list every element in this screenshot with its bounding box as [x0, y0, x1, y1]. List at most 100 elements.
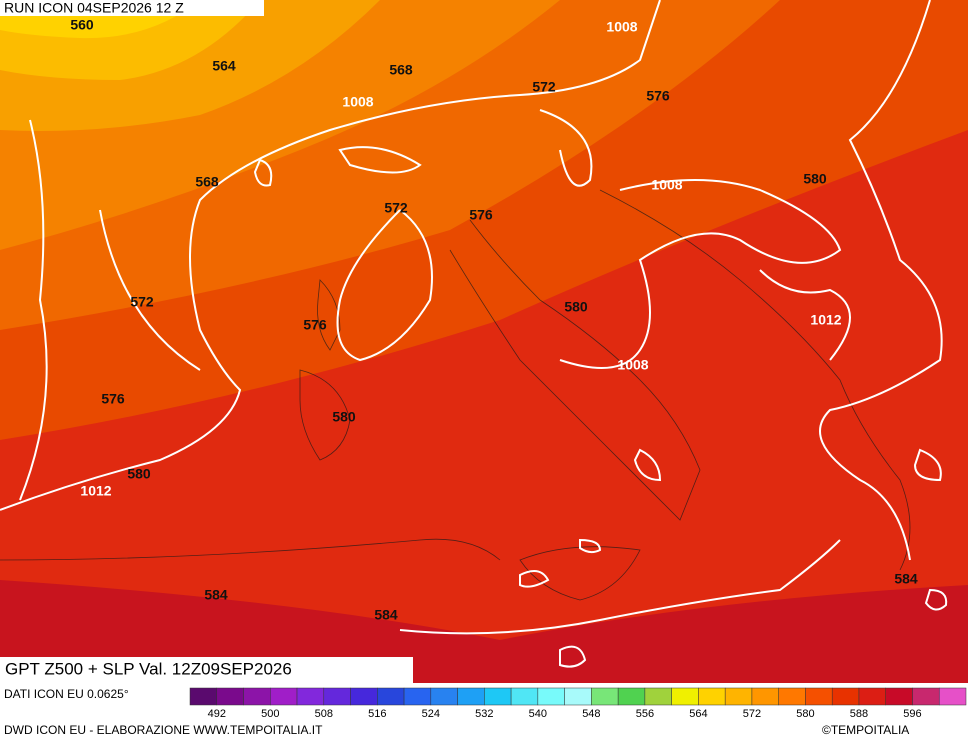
colorbar-swatch — [912, 687, 940, 706]
colorbar-swatch — [243, 687, 271, 706]
isobar — [559, 645, 587, 668]
isobars — [0, 0, 948, 668]
colorbar-tick-label: 516 — [368, 708, 386, 720]
contour-label: 568 — [195, 174, 219, 190]
colorbar-tick-label: 556 — [636, 708, 654, 720]
colorbar-swatch — [724, 687, 753, 706]
contour-label: 572 — [384, 200, 408, 216]
credit-label: DWD ICON EU - ELABORAZIONE WWW.TEMPOITAL… — [4, 723, 323, 737]
source-label: DATI ICON EU 0.0625° — [4, 687, 129, 701]
contour-label: 1008 — [342, 94, 373, 110]
contour-label: 584 — [374, 607, 398, 623]
colorbar-swatch — [698, 687, 726, 706]
contour-label: 576 — [303, 317, 327, 333]
contour-label: 1008 — [606, 19, 637, 35]
colorbar-swatch — [805, 687, 833, 706]
contour-label: 560 — [70, 17, 94, 33]
colorbar-swatch — [858, 687, 886, 706]
colorbar-tick-label: 588 — [850, 708, 868, 720]
run-box — [0, 0, 264, 16]
colorbar-swatch — [778, 687, 806, 706]
colorbar-tick-label: 532 — [475, 708, 493, 720]
contour-label: 576 — [101, 391, 125, 407]
contour-label: 584 — [204, 587, 228, 603]
colorbar-swatch — [617, 687, 646, 706]
contour-label: 564 — [212, 58, 236, 74]
title-box — [0, 657, 413, 683]
colorbar-tick-label: 564 — [689, 708, 707, 720]
isobar — [559, 179, 842, 369]
isobar — [924, 588, 948, 611]
colorbar-swatch — [510, 687, 539, 706]
colorbar-tick-label: 508 — [315, 708, 333, 720]
isobar — [19, 119, 48, 501]
colorbar-tick-label: 492 — [208, 708, 226, 720]
colorbar-swatch — [831, 687, 860, 706]
isobar — [336, 209, 433, 362]
isobar — [579, 538, 602, 554]
colorbar-swatch — [296, 687, 325, 706]
coast — [599, 189, 911, 571]
isobar — [819, 0, 943, 561]
colorbar-swatch — [484, 687, 512, 706]
colorbar-swatch — [591, 687, 619, 706]
colorbar-tick-label: 572 — [743, 708, 761, 720]
colorbar-swatch — [323, 687, 351, 706]
coast — [449, 219, 701, 521]
colorbar-swatch — [216, 687, 244, 706]
contour-label: 576 — [469, 207, 493, 223]
colorbar-tick-label: 580 — [796, 708, 814, 720]
isobar — [399, 539, 841, 635]
coast — [299, 369, 351, 461]
contour-label: 568 — [389, 62, 413, 78]
colorbar-swatch — [644, 687, 672, 706]
colorbar-swatch — [350, 687, 378, 706]
contour-label: 1012 — [80, 483, 111, 499]
colorbar: 492 500 508 516 524 532 540 548 556 564 572 580 588 5… — [189, 687, 967, 720]
height-bands — [0, 0, 968, 683]
coast — [519, 546, 641, 601]
contour-label: 1008 — [617, 357, 648, 373]
colorbar-tick-label: 596 — [903, 708, 921, 720]
map-title: GPT Z500 + SLP Val. 12Z09SEP2026 — [5, 659, 292, 678]
colorbar-tick-label: 524 — [422, 708, 440, 720]
contour-label: 576 — [646, 88, 670, 104]
colorbar-tick-label: 500 — [261, 708, 279, 720]
isobar — [99, 209, 201, 371]
colorbar-swatch — [564, 687, 592, 706]
contour-label: 580 — [564, 299, 588, 315]
colorbar-swatch — [537, 687, 565, 706]
colorbar-swatch — [403, 687, 432, 706]
colorbar-swatch — [938, 687, 967, 706]
isobar — [253, 158, 273, 187]
colorbar-swatch — [377, 687, 405, 706]
contour-label: 584 — [894, 571, 918, 587]
contour-label: 580 — [803, 171, 827, 187]
colorbar-swatch — [270, 687, 298, 706]
copyright-label: ©TEMPOITALIA — [822, 723, 909, 737]
colorbar-swatch — [671, 687, 699, 706]
colorbar-tick-label: 548 — [582, 708, 600, 720]
colorbar-swatch — [885, 687, 913, 706]
run-label: RUN ICON 04SEP2026 12 Z — [4, 0, 184, 16]
isobar — [539, 109, 593, 187]
isobar — [519, 570, 550, 588]
contour-label: 1008 — [651, 177, 682, 193]
coast — [317, 279, 341, 351]
isobar — [338, 146, 422, 174]
coast — [0, 538, 501, 561]
contour-labels: 560 564 568 1008 572 576 1008 568 1008 580 572 576 5… — [70, 17, 918, 623]
colorbar-swatch — [751, 687, 779, 706]
contour-label: 580 — [332, 409, 356, 425]
isobar — [913, 448, 942, 482]
contour-label: 572 — [130, 294, 154, 310]
isobar — [759, 269, 851, 361]
contour-label: 1012 — [810, 312, 841, 328]
colorbar-swatch — [430, 687, 458, 706]
colorbar-swatch — [189, 687, 218, 706]
colorbar-swatch — [457, 687, 485, 706]
isobar — [0, 0, 661, 511]
isobar — [633, 448, 662, 482]
colorbar-tick-label: 540 — [529, 708, 547, 720]
